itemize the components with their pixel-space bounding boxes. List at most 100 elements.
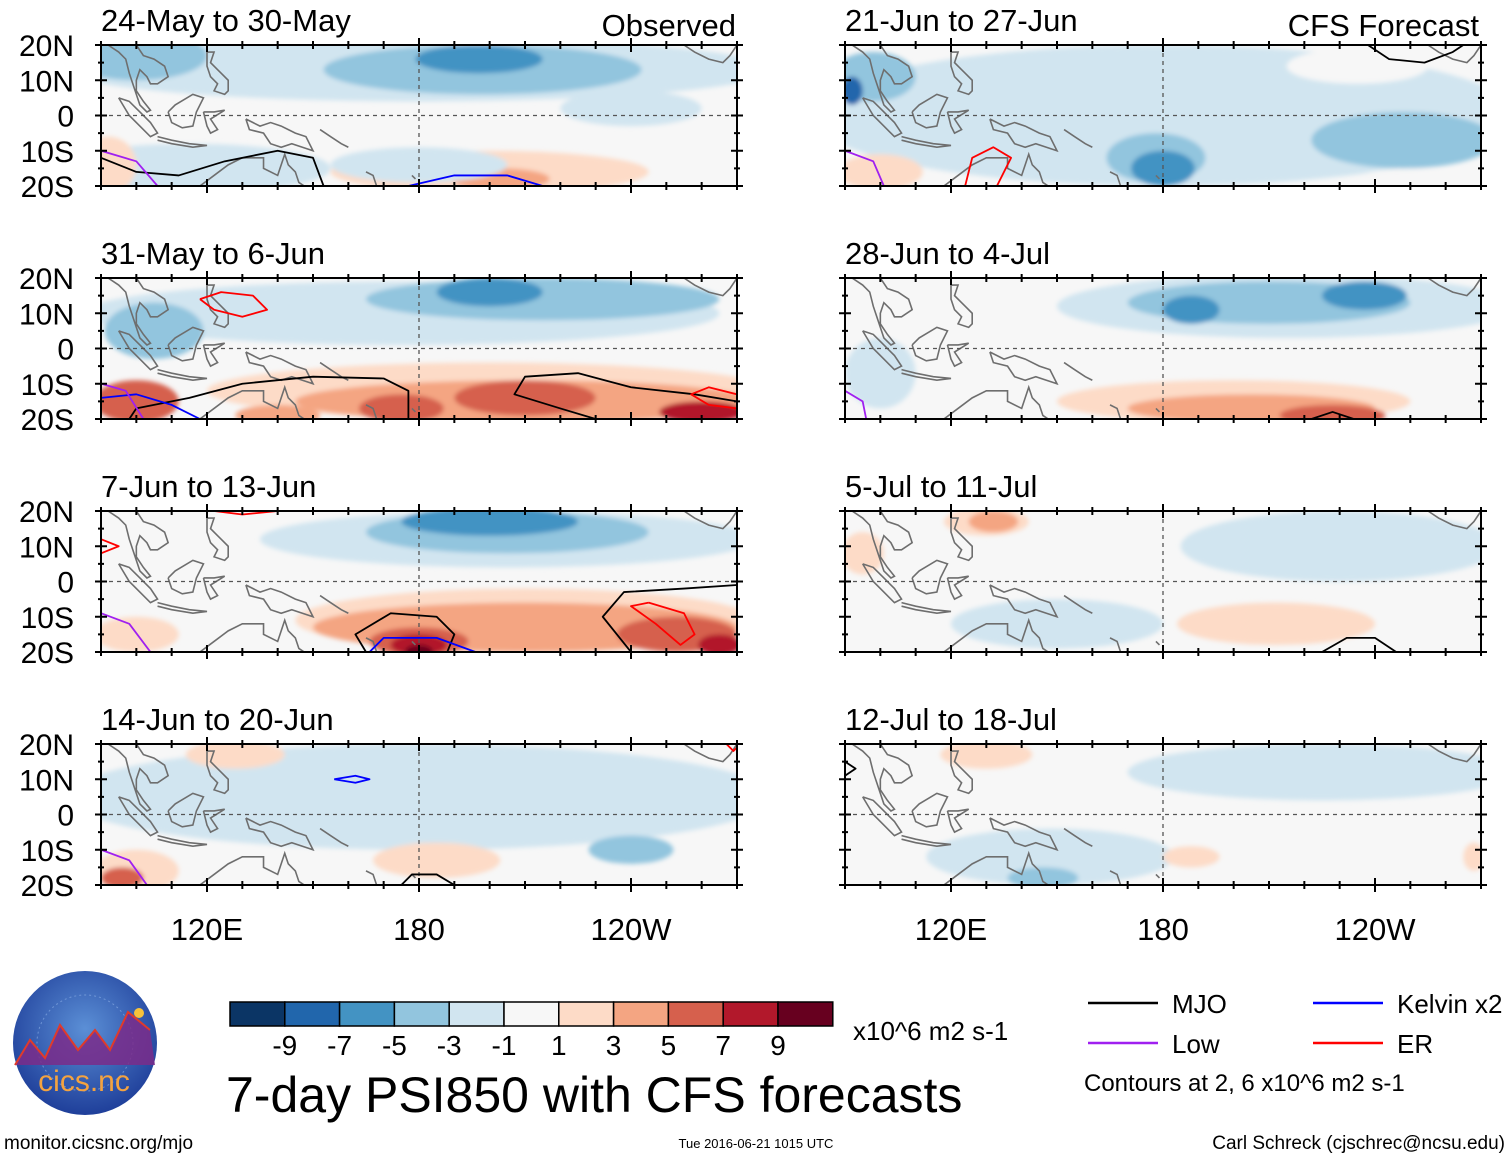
panel-title: 14-Jun to 20-Jun [101,702,334,737]
coastline [901,368,952,382]
coastline [202,109,226,135]
anomaly-shading [1357,168,1464,186]
colorbar-tick: 3 [606,1030,622,1061]
lat-label: 20S [21,404,74,437]
colorbar-swatch [667,1001,724,1027]
wave-contour [101,382,145,419]
colorbar-swatch [393,1001,450,1027]
lat-label: 20N [19,729,74,762]
coastline [950,284,974,329]
coastline [901,135,952,149]
colorbar-tick: -7 [327,1030,352,1061]
coastline [911,792,949,828]
colorbar-swatch [503,1001,560,1027]
coastline [319,827,349,847]
coastline [861,330,903,371]
wave-contour [601,584,737,652]
coastline [946,808,970,834]
anomaly-shading [588,835,674,864]
map-panel: 7-Jun to 13-Jun [95,469,743,659]
anomaly-shading [358,394,444,419]
coastline [946,109,970,135]
coastline [950,517,974,562]
map-panel: 12-Jul to 18-Jul [839,702,1487,892]
panel-title: 7-Jun to 13-Jun [101,469,316,504]
wave-contour [354,612,456,652]
coastline [1109,404,1122,419]
coastline [851,744,914,812]
wave-contour [101,538,120,555]
coastline [411,407,417,413]
figure-title: 7-day PSI850 with CFS forecasts [226,1067,962,1123]
coastline [901,601,952,615]
coastline [206,51,229,96]
panel-title: 21-Jun to 27-Jun [845,3,1078,38]
coastline [319,361,349,381]
anomaly-shading [1311,111,1481,169]
lat-label: 10N [19,65,74,98]
anomaly-shading [101,744,737,850]
coastline [851,278,914,346]
coastline [157,834,208,848]
anomaly-shading [845,154,923,186]
anomaly-shading [698,634,737,652]
coastline [202,575,226,601]
coastline [851,511,914,579]
legend-item: MJO [1088,989,1227,1019]
lat-label: 10N [19,298,74,331]
map-panel: 21-Jun to 27-Jun [839,3,1487,193]
anomaly-shading [1127,744,1481,801]
panel-title: 5-Jul to 11-Jul [845,469,1037,504]
colorbar-swatch [722,1001,779,1027]
anomaly-shading [436,278,543,307]
svg-text:cics.nc: cics.nc [38,1065,130,1098]
anomaly-shading [951,599,1163,649]
anomaly-shading [101,136,137,186]
coastline [683,744,737,763]
colorbar-swatch [777,1001,834,1027]
coastline [861,796,903,837]
panel-title: 24-May to 30-May [101,3,351,38]
coastline [683,45,737,64]
legend-label: MJO [1172,989,1227,1019]
coastline [1427,45,1481,64]
coastline [198,617,306,652]
lat-label: 10N [19,531,74,564]
legend-item: Kelvin x2 [1313,989,1503,1019]
colorbar-swatch [612,1001,670,1027]
coastline [1427,511,1481,530]
coastline [1155,873,1161,879]
coastline [107,511,170,579]
lat-label: 20S [21,637,74,670]
coastline [411,174,417,180]
panel-title: 12-Jul to 18-Jul [845,702,1057,737]
coastline [942,384,1050,419]
wave-contour [408,174,543,186]
wave-contour [101,149,325,186]
anomaly-shading [101,867,144,885]
wave-contour [690,386,737,410]
coastline [942,617,1050,652]
lat-label: 10S [21,136,74,169]
colorbar-tick: 5 [661,1030,677,1061]
wave-contour [400,873,455,885]
anomaly-shading [940,744,1033,769]
coastline [989,351,1059,386]
lon-label: 120E [171,912,243,947]
coastline [989,584,1059,619]
anomaly-shading [1322,281,1407,310]
lat-label: 20N [19,30,74,63]
coastline [245,351,315,386]
anomaly-shading [101,45,207,81]
colorbar-tick: 7 [715,1030,731,1061]
map-panel: 24-May to 30-May [95,3,743,193]
legend-item: ER [1313,1029,1433,1059]
coastline [1063,361,1093,381]
coastline [946,342,970,368]
cics-logo: cics.nc [13,971,157,1115]
wave-contour [964,146,1012,186]
wave-contour [334,774,371,784]
coastline [942,850,1050,885]
wave-contour [513,372,737,419]
